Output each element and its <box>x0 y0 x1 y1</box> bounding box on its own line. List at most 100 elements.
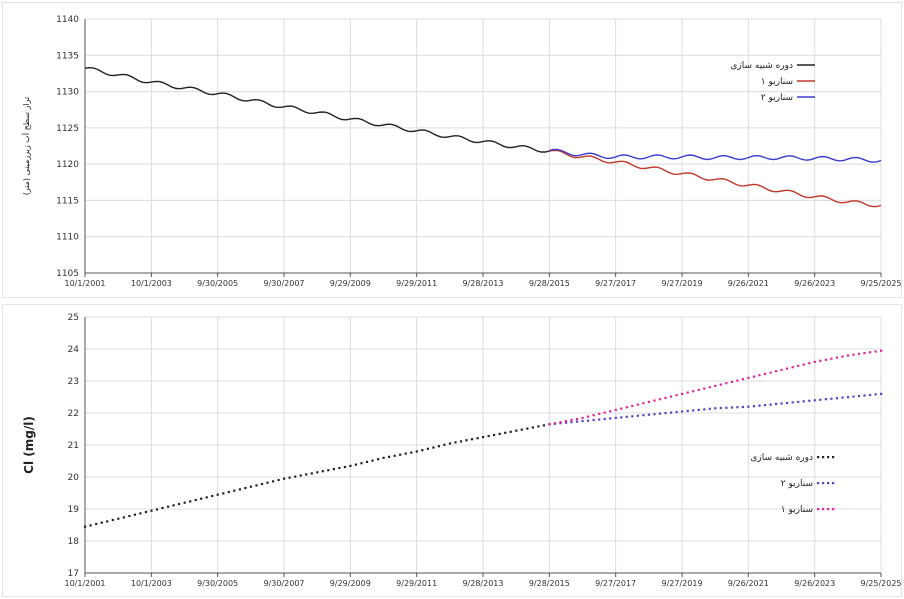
y-tick-label: 1110 <box>56 233 79 243</box>
series-dot <box>598 412 601 415</box>
series-dot <box>133 513 136 516</box>
series-dot <box>647 400 650 403</box>
series-dot <box>421 449 424 452</box>
series-dot <box>725 406 728 409</box>
series-dot <box>808 399 811 402</box>
series-dot <box>410 451 413 454</box>
series-dot <box>194 498 197 502</box>
series-dot <box>332 468 335 471</box>
y-tick-label: 1130 <box>56 88 79 98</box>
series-dot <box>178 502 181 506</box>
x-tick-label: 9/30/2005 <box>197 279 238 288</box>
legend-swatch <box>827 482 830 485</box>
series-dot <box>244 486 247 490</box>
series-dot <box>686 409 689 413</box>
series-dot <box>603 417 606 421</box>
series-dot <box>791 366 794 369</box>
y-tick-label: 22 <box>68 409 79 419</box>
legend-item: سناریو ۲ <box>761 93 815 103</box>
series-dot <box>211 494 214 498</box>
y-tick-label: 19 <box>68 505 80 515</box>
series-dot <box>697 408 700 411</box>
series-dot <box>288 476 291 479</box>
series-dot <box>470 438 474 441</box>
series-dot <box>371 459 374 462</box>
series-dot <box>703 387 706 390</box>
y-tick-label: 18 <box>68 537 80 547</box>
series-dot <box>730 380 733 383</box>
series-dot <box>343 465 346 469</box>
legend-swatch <box>822 456 825 459</box>
series-dot <box>570 418 573 422</box>
series-dot <box>509 430 512 433</box>
series-dot <box>852 353 855 356</box>
series-dot <box>316 471 319 474</box>
series-dot <box>830 357 833 360</box>
series-dot <box>692 409 695 412</box>
series-dot <box>863 394 866 397</box>
series-dot <box>752 405 756 408</box>
x-tick-label: 9/27/2017 <box>595 279 636 288</box>
series-dot <box>266 481 269 484</box>
series-dot <box>106 520 109 523</box>
series-dot <box>741 378 744 381</box>
series-dot <box>575 417 579 421</box>
series-dot <box>670 411 673 414</box>
series-dot <box>84 525 87 528</box>
series-dot <box>305 473 308 476</box>
series-dot <box>238 488 241 491</box>
series-dot <box>681 392 684 395</box>
series-dot <box>636 414 639 417</box>
series-dot <box>553 422 557 425</box>
x-tick-label: 10/1/2003 <box>131 579 172 588</box>
series-dot <box>537 425 540 428</box>
series-1 <box>548 392 883 426</box>
series-dot <box>592 414 595 417</box>
series-dot <box>183 501 186 504</box>
legend-swatch <box>817 508 820 511</box>
y-tick-label: 17 <box>68 569 79 579</box>
legend-item: دوره شبیه سازی <box>750 453 835 463</box>
series-dot <box>730 406 733 409</box>
y-tick-label: 23 <box>68 377 79 387</box>
x-tick-label: 9/29/2009 <box>330 579 371 588</box>
series-dot <box>587 415 590 418</box>
series-dot <box>874 350 877 353</box>
series-dot <box>227 490 230 494</box>
series-dot <box>310 472 313 475</box>
series-dot <box>598 418 601 421</box>
legend-swatch <box>817 482 820 485</box>
series-dot <box>869 351 872 354</box>
series-dot <box>283 477 286 480</box>
series-dot <box>189 500 192 503</box>
series-2 <box>549 148 882 163</box>
series-dot <box>614 416 617 419</box>
x-tick-label: 9/25/2025 <box>860 279 901 288</box>
water-level-chart: 1105 1110 1115 1120 1125 1130 1135 1140 10/1/200… <box>2 2 902 298</box>
y-tick-label: 20 <box>68 473 80 483</box>
x-tick-label: 9/29/2009 <box>330 279 371 288</box>
series-dot <box>835 397 838 400</box>
series-dot <box>841 396 844 399</box>
series-dot <box>614 408 617 411</box>
y-tick-label: 1120 <box>56 160 79 170</box>
series-dot <box>222 492 225 495</box>
x-tick-label: 10/1/2003 <box>131 279 172 288</box>
series-dot <box>426 447 429 450</box>
series-dot <box>819 398 822 401</box>
legend-swatch <box>832 482 835 485</box>
series-dot <box>570 421 573 424</box>
series-dot <box>824 398 827 401</box>
series-dot <box>852 395 855 398</box>
series-dot <box>360 462 363 465</box>
series-1 <box>549 149 882 208</box>
x-tick-label: 9/30/2005 <box>197 579 238 588</box>
series-dot <box>681 410 684 413</box>
series-dot <box>365 460 369 463</box>
series-dot <box>272 480 275 483</box>
series-dot <box>526 427 529 430</box>
series-dot <box>708 407 711 410</box>
series-dot <box>658 398 662 401</box>
legend-swatch <box>822 482 825 485</box>
series-dot <box>531 426 534 429</box>
